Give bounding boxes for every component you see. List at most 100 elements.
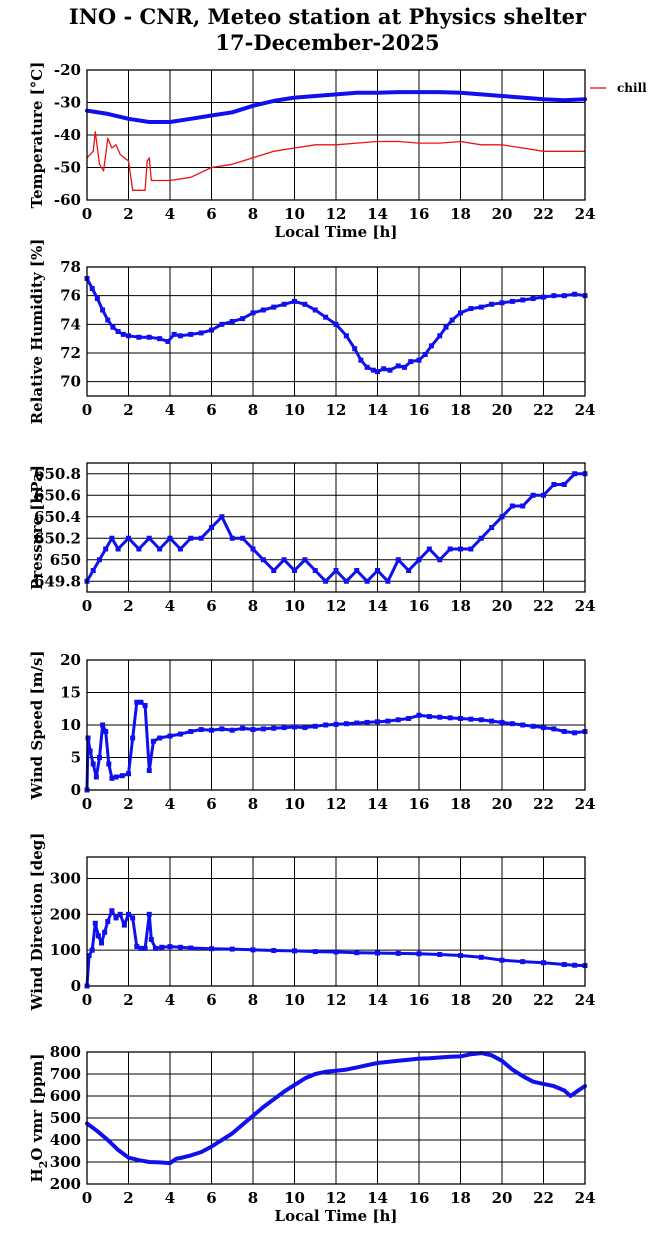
- data-point: [100, 307, 106, 313]
- data-point: [106, 761, 112, 767]
- data-point: [126, 771, 131, 777]
- x-tick-label: 0: [82, 597, 92, 615]
- x-tick-label: 20: [492, 991, 513, 1009]
- data-point: [385, 718, 391, 724]
- data-point: [561, 482, 567, 487]
- data-point: [209, 525, 214, 530]
- data-point: [177, 731, 183, 737]
- data-point: [302, 557, 308, 563]
- data-point: [478, 717, 484, 723]
- data-point: [395, 557, 401, 563]
- x-tick-label: 0: [82, 205, 92, 223]
- data-point: [333, 568, 339, 573]
- x-tick-label: 18: [450, 597, 471, 615]
- plot-frame: [86, 659, 586, 791]
- plot-frame: [86, 856, 586, 987]
- x-tick-label: 18: [450, 1189, 471, 1207]
- x-tick-label: 2: [123, 991, 133, 1009]
- y-tick-label: 200: [50, 1175, 81, 1193]
- y-tick-label: 78: [60, 258, 81, 276]
- data-point: [437, 951, 443, 957]
- data-point: [292, 724, 297, 730]
- y-tick-label: 74: [60, 315, 81, 333]
- data-point: [541, 294, 546, 300]
- data-point: [130, 735, 136, 741]
- data-point: [447, 546, 453, 552]
- plot-temperature: -60-50-40-30-200 2 4 6 8 10 12 14 16 18 20 22 24Loca…: [28, 61, 647, 241]
- data-point: [177, 546, 183, 552]
- data-point: [416, 712, 422, 718]
- data-point: [271, 304, 277, 310]
- data-point: [121, 922, 127, 928]
- data-point: [126, 911, 131, 917]
- data-point: [146, 535, 152, 541]
- x-tick-label: 18: [450, 401, 471, 419]
- y-tick-label: -40: [54, 126, 81, 144]
- x-tick-label: 22: [533, 1189, 554, 1207]
- data-point: [323, 314, 329, 320]
- data-point: [157, 735, 163, 741]
- data-point: [96, 755, 102, 760]
- y-tick-label: 650: [50, 551, 81, 569]
- legend-label: chill: [617, 81, 647, 95]
- data-point: [271, 568, 277, 573]
- data-point: [219, 321, 225, 327]
- x-tick-label: 10: [284, 795, 305, 813]
- data-point: [136, 546, 142, 552]
- data-point: [90, 761, 96, 767]
- x-tick-label: 4: [165, 991, 175, 1009]
- data-point: [520, 959, 526, 965]
- plot-frame: [86, 266, 586, 397]
- data-point: [126, 535, 131, 541]
- data-point: [530, 723, 536, 729]
- data-point: [90, 568, 96, 573]
- y-tick-label: 100: [50, 941, 81, 959]
- data-point: [509, 503, 515, 509]
- data-point: [541, 492, 546, 498]
- x-tick-label: 22: [533, 795, 554, 813]
- plot-frame: [86, 462, 586, 593]
- data-point: [561, 293, 567, 299]
- x-tick-label: 18: [450, 991, 471, 1009]
- x-tick-label: 24: [575, 401, 596, 419]
- x-tick-label: 8: [248, 795, 258, 813]
- x-tick-label: 14: [367, 991, 388, 1009]
- data-point: [358, 357, 364, 363]
- data-point: [92, 920, 98, 926]
- y-axis-label: Pressure [hPa]: [28, 465, 46, 590]
- data-point: [157, 336, 163, 342]
- y-tick-label: -60: [54, 191, 81, 209]
- data-point: [209, 727, 214, 733]
- data-point: [520, 297, 526, 303]
- data-point: [167, 535, 173, 541]
- data-point: [281, 725, 287, 731]
- data-point: [489, 301, 495, 307]
- x-tick-label: 24: [575, 205, 596, 223]
- data-point: [312, 307, 318, 313]
- data-point: [110, 324, 116, 330]
- x-tick-label: 6: [206, 991, 216, 1009]
- data-point: [364, 578, 370, 584]
- x-tick-label: 16: [409, 205, 430, 223]
- data-point: [142, 945, 148, 951]
- data-point: [271, 948, 277, 954]
- data-point: [352, 346, 358, 352]
- data-point: [416, 951, 422, 957]
- data-point: [103, 546, 109, 552]
- y-tick-label: 76: [60, 287, 81, 305]
- data-point: [165, 339, 171, 345]
- x-tick-label: 6: [206, 205, 216, 223]
- y-tick-label: 600: [50, 1087, 81, 1105]
- data-point: [93, 774, 99, 780]
- data-point: [152, 945, 158, 951]
- data-point: [138, 945, 144, 951]
- data-point: [312, 568, 318, 573]
- x-tick-label: 16: [409, 991, 430, 1009]
- data-point: [134, 699, 140, 705]
- data-point: [437, 714, 443, 720]
- data-point: [561, 729, 567, 734]
- data-point: [250, 947, 256, 953]
